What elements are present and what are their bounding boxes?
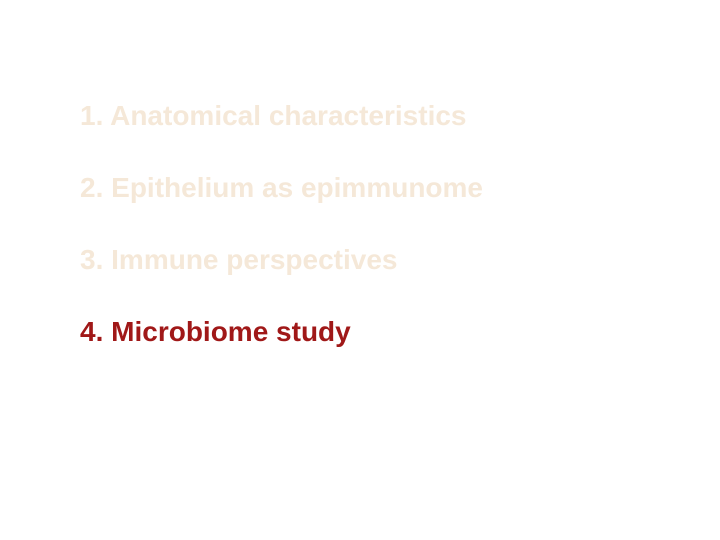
item-number: 3. <box>80 244 103 275</box>
item-number: 4. <box>80 316 103 347</box>
item-text: Microbiome study <box>111 316 351 347</box>
item-text: Epithelium as epimmunome <box>111 172 483 203</box>
list-item-2: 2. Epithelium as epimmunome <box>80 172 720 204</box>
item-number: 1. <box>80 100 103 131</box>
list-item-4: 4. Microbiome study <box>80 316 720 348</box>
item-text: Immune perspectives <box>111 244 397 275</box>
list-item-3: 3. Immune perspectives <box>80 244 720 276</box>
item-text: Anatomical characteristics <box>110 100 466 131</box>
item-number: 2. <box>80 172 103 203</box>
list-item-1: 1. Anatomical characteristics <box>80 100 720 132</box>
